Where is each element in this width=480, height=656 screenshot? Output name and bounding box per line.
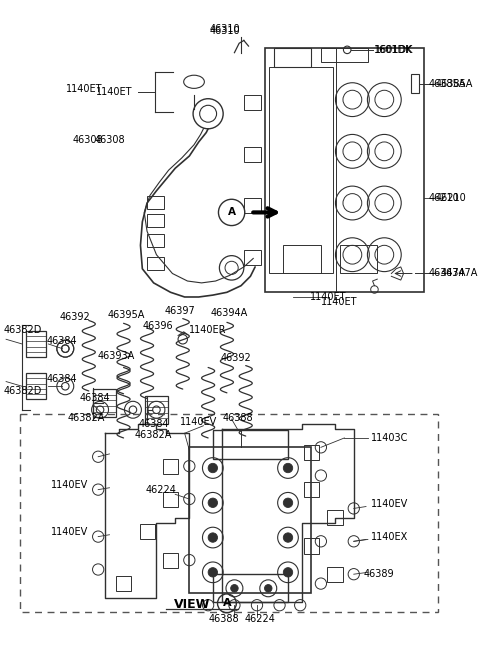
Bar [26, 331, 47, 357]
Bar [189, 447, 312, 593]
Bar [283, 245, 321, 274]
Text: 46308: 46308 [94, 135, 125, 145]
Text: A: A [228, 207, 236, 217]
Text: 46382A: 46382A [135, 430, 172, 440]
Text: 46397: 46397 [165, 306, 195, 316]
Text: 1601DK: 1601DK [375, 45, 414, 55]
Circle shape [208, 567, 217, 577]
Circle shape [231, 584, 238, 592]
Text: A: A [223, 598, 231, 608]
Text: 46224: 46224 [145, 485, 176, 495]
Bar [304, 539, 319, 554]
Bar [163, 552, 178, 567]
Bar [244, 198, 261, 213]
Text: 1140EV: 1140EV [180, 417, 217, 427]
Bar [269, 67, 333, 274]
Bar [327, 567, 343, 582]
Text: 46382D: 46382D [3, 325, 42, 335]
Circle shape [208, 533, 217, 543]
Text: 1140EX: 1140EX [371, 531, 408, 542]
Text: 46392: 46392 [221, 353, 252, 363]
Text: 46385A: 46385A [429, 79, 467, 89]
Text: 46389: 46389 [363, 569, 394, 579]
Bar [264, 48, 424, 293]
Text: 46384: 46384 [47, 374, 77, 384]
Text: 46385A: 46385A [435, 79, 473, 89]
Text: 46224: 46224 [244, 614, 275, 625]
Text: 11403C: 11403C [371, 433, 408, 443]
Text: 46392: 46392 [60, 312, 90, 321]
Text: 46394A: 46394A [210, 308, 247, 318]
Text: 1140ER: 1140ER [189, 325, 227, 335]
Text: VIEW: VIEW [174, 598, 210, 611]
Circle shape [264, 584, 272, 592]
Circle shape [208, 463, 217, 473]
Bar [26, 373, 47, 400]
Bar [163, 459, 178, 474]
Text: 46395A: 46395A [108, 310, 145, 320]
Text: 46310: 46310 [210, 24, 240, 34]
Text: 1140ET: 1140ET [321, 297, 358, 307]
Bar [147, 215, 164, 228]
Text: 1140ET: 1140ET [310, 292, 347, 302]
Bar [213, 574, 288, 602]
Text: 1140EV: 1140EV [50, 480, 88, 490]
Text: 1140EV: 1140EV [371, 499, 408, 508]
Bar [213, 430, 288, 459]
Text: 46382A: 46382A [67, 413, 105, 423]
Circle shape [283, 498, 293, 508]
Bar [274, 48, 312, 67]
Text: 46384: 46384 [47, 336, 77, 346]
Text: 1601DK: 1601DK [374, 45, 413, 55]
Bar [304, 445, 319, 460]
Text: 1140ET: 1140ET [66, 85, 103, 94]
Bar [147, 256, 164, 270]
Bar [94, 389, 116, 417]
Bar [163, 491, 178, 506]
Circle shape [283, 567, 293, 577]
Bar [327, 510, 343, 525]
Text: 46384: 46384 [80, 394, 111, 403]
Bar [244, 147, 261, 161]
Text: 46384: 46384 [138, 419, 169, 429]
Bar [147, 234, 164, 247]
Bar [145, 396, 168, 424]
Text: 46388: 46388 [223, 413, 253, 423]
Text: 46310: 46310 [210, 26, 240, 36]
Text: 46382D: 46382D [3, 386, 42, 396]
Bar [140, 524, 155, 539]
Text: 46210: 46210 [435, 194, 466, 203]
Circle shape [283, 533, 293, 543]
Text: 46393A: 46393A [97, 351, 135, 361]
Bar [116, 576, 131, 591]
Text: 46210: 46210 [429, 194, 460, 203]
Bar [304, 482, 319, 497]
Text: 46396: 46396 [143, 321, 173, 331]
Bar [411, 74, 419, 93]
Bar [244, 250, 261, 265]
Circle shape [208, 498, 217, 508]
Text: 1140EV: 1140EV [50, 527, 88, 537]
Bar [321, 48, 368, 62]
Bar [340, 245, 377, 274]
Text: 1140ET: 1140ET [96, 87, 132, 97]
Bar [147, 195, 164, 209]
Text: 46347A: 46347A [429, 268, 467, 279]
Bar [20, 415, 438, 612]
Text: 46308: 46308 [72, 135, 103, 145]
Text: 46347A: 46347A [440, 268, 478, 279]
Bar [244, 95, 261, 110]
Text: 46388: 46388 [209, 614, 240, 625]
Circle shape [283, 463, 293, 473]
